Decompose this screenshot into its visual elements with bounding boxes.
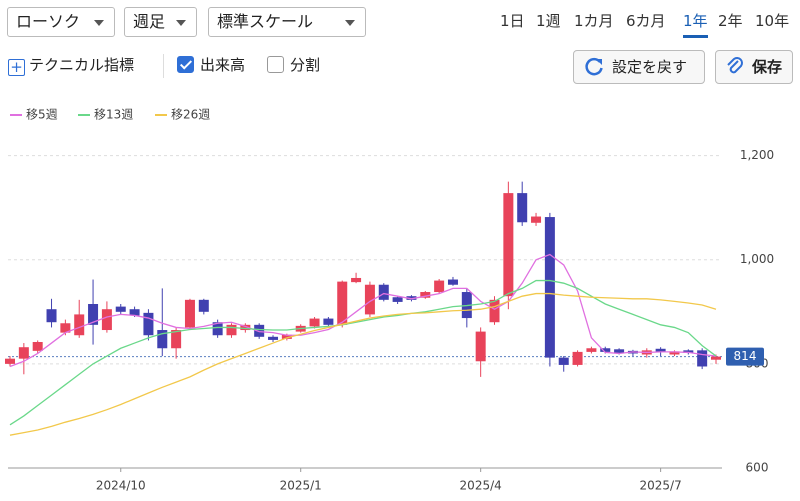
candle-body [392,297,403,302]
checkbox [177,56,194,73]
candle-body [697,350,708,367]
x-tick-label: 2025/4 [460,479,502,493]
candle-body [157,330,168,349]
last-price-tag [726,347,764,366]
candle-body [323,318,334,325]
legend-label: 移26週 [171,108,210,122]
clip-icon [727,57,743,74]
candle-body [198,299,209,312]
candle-body [226,324,237,336]
split-label: 分割 [290,56,321,74]
candle-body [171,330,182,349]
candle-body [74,314,85,336]
candle-body [240,324,251,331]
candle-body [143,312,154,336]
split-checkbox[interactable]: 分割 [267,54,320,75]
period-tab[interactable]: 1日 [500,12,525,30]
candle-body [184,299,195,328]
candle-body [281,334,292,339]
reset-label: 設定を戻す [612,58,688,76]
candle-body [558,357,569,365]
candle-body [683,350,694,353]
ma-line [9,253,717,368]
candle-body [364,284,375,315]
candle-body [420,292,431,298]
legend-label: 移5週 [26,108,58,122]
chart-type-dropdown[interactable]: ローソク [7,7,115,37]
ma-line [9,292,717,436]
y-tick-label: 600 [746,461,769,475]
y-tick-label: 1,200 [740,148,774,162]
volume-label: 出来高 [200,56,246,74]
candle-body [669,351,680,355]
candle-body [309,318,320,327]
period-tab[interactable]: 6カ月 [626,12,666,30]
volume-checkbox[interactable]: 出来高 [177,54,245,75]
candle-body [600,348,611,352]
legend-label: 移13週 [94,108,133,122]
candle-body [5,358,15,364]
x-tick-label: 2024/10 [96,479,146,493]
x-tick-label: 2025/7 [640,479,682,493]
candle-body [378,284,389,300]
period-tab[interactable]: 1年 [683,10,708,38]
candle-body [489,299,500,323]
candle-body [586,348,597,352]
interval-dropdown[interactable]: 週足 [124,7,197,37]
reset-button[interactable]: 設定を戻す [573,50,705,84]
plus-icon: + [8,59,25,76]
candle-body [351,277,362,283]
last-price-label: 814 [734,349,757,363]
candle-body [254,324,265,337]
candle-body [32,342,43,351]
candle-body [572,351,583,365]
candle-body [434,280,445,293]
candle-body [212,322,223,336]
candle-body [406,296,417,300]
separator [163,54,164,78]
ma-line [9,279,717,426]
technical-button[interactable]: + テクニカル指標 [8,54,134,76]
candle-body [46,309,57,323]
candle-body [475,331,486,362]
period-tab[interactable]: 10年 [755,12,790,30]
technical-label: テクニカル指標 [29,56,135,74]
candle-body [655,348,666,353]
save-label: 保存 [752,58,783,76]
candle-body [101,309,112,331]
y-tick-label: 1,000 [740,252,774,266]
candle-body [531,216,542,223]
candle-body [614,349,625,353]
save-button[interactable]: 保存 [715,50,793,84]
candle-body [268,336,279,340]
candle-body [544,217,555,358]
candle-body [18,347,29,359]
candle-body [88,304,99,325]
period-tab[interactable]: 2年 [718,12,743,30]
x-tick-label: 2025/1 [280,479,322,493]
candle-body [447,279,458,285]
candle-body [711,356,721,360]
scale-dropdown[interactable]: 標準スケール [208,7,366,37]
candle-body [517,193,528,223]
candle-body [129,309,140,316]
candle-body [503,193,514,297]
period-tab[interactable]: 1カ月 [574,12,614,30]
checkbox [267,56,284,73]
candle-body [60,323,71,333]
period-tab[interactable]: 1週 [536,12,561,30]
candle-body [337,281,348,325]
reload-icon [585,57,603,76]
candle-body [115,306,126,312]
